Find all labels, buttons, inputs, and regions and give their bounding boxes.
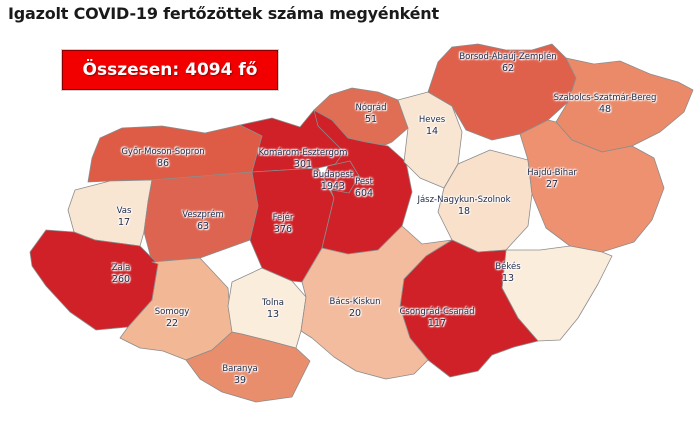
county-region-vas — [67, 179, 153, 247]
county-region-jasz-nagykun-szolnok — [437, 149, 533, 253]
county-region-baranya — [185, 331, 311, 403]
county-region-budapest — [322, 160, 360, 194]
county-region-bacs-kiskun — [300, 225, 453, 380]
total-badge: Összesen: 4094 fő — [62, 50, 278, 90]
total-badge-label: Összesen: 4094 fő — [82, 60, 258, 80]
county-region-somogy — [119, 257, 233, 361]
page-title: Igazolt COVID-19 fertőzöttek száma megyé… — [8, 4, 439, 23]
county-region-fejer — [249, 167, 335, 283]
county-region-veszprem — [143, 171, 259, 263]
county-region-nograd — [313, 87, 409, 146]
county-region-szabolcs-szatmar-bereg — [555, 57, 694, 153]
county-region-hajdu-bihar — [519, 119, 665, 253]
